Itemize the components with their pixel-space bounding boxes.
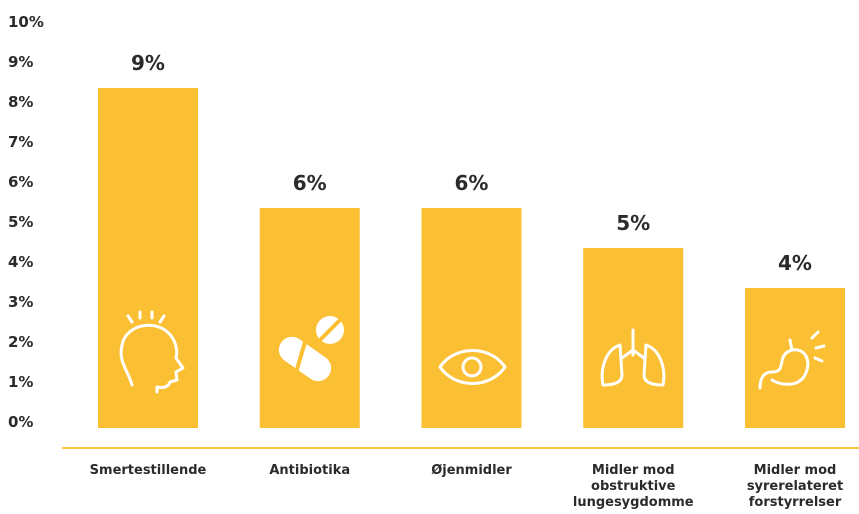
y-tick-label: 7%: [8, 133, 33, 151]
y-tick-label: 5%: [8, 213, 33, 231]
icons: [119, 310, 826, 394]
value-label: 5%: [616, 211, 650, 235]
stomach-icon: [758, 330, 826, 390]
head-icon: [119, 310, 185, 394]
bar: [98, 88, 198, 428]
value-label: 4%: [778, 251, 812, 275]
y-tick-label: 0%: [8, 413, 33, 431]
y-tick-label: 2%: [8, 333, 33, 351]
x-tick-label: Midler mod obstruktive lungesygdomme: [573, 463, 694, 510]
x-tick-label: Midler mod syrerelateret forstyrrelser: [747, 463, 843, 510]
y-tick-label: 1%: [8, 373, 33, 391]
y-tick-label: 8%: [8, 93, 33, 111]
y-tick-label: 3%: [8, 293, 33, 311]
pill-icon: [278, 316, 344, 382]
x-tick-label: Øjenmidler: [431, 463, 512, 478]
y-tick-label: 9%: [8, 53, 33, 71]
x-tick-label: Antibiotika: [269, 463, 350, 478]
value-label: 6%: [293, 171, 327, 195]
value-label: 9%: [131, 51, 165, 75]
y-tick-label: 6%: [8, 173, 33, 191]
bar: [259, 208, 360, 428]
value-label: 6%: [455, 171, 489, 195]
y-tick-label: 10%: [8, 13, 44, 31]
lungs-icon: [600, 328, 666, 387]
bar: [421, 208, 522, 428]
bar: [745, 288, 845, 428]
eye-icon: [438, 349, 507, 385]
y-tick-label: 4%: [8, 253, 33, 271]
x-tick-label: Smertestillende: [90, 463, 207, 478]
